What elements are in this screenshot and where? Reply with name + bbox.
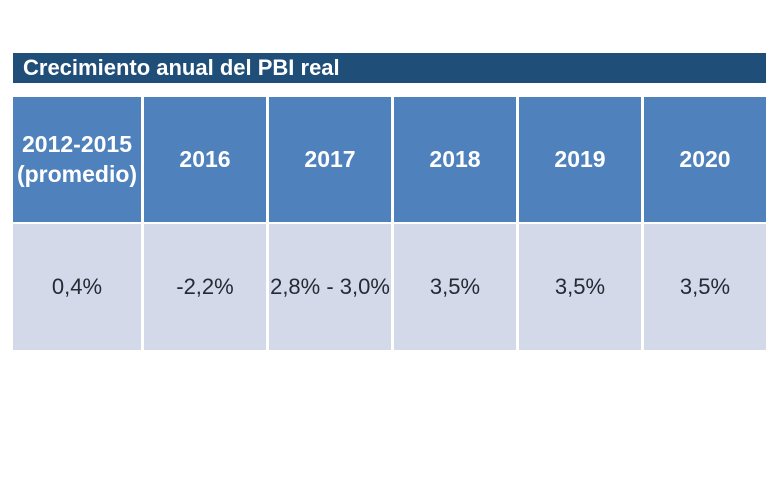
header-cell-2020: 2020 <box>644 97 766 222</box>
value-cell-2019: 3,5% <box>519 224 641 350</box>
header-cell-2019: 2019 <box>519 97 641 222</box>
header-cell-2012-2015-promedio: 2012-2015 (promedio) <box>13 97 141 222</box>
table-title: Crecimiento anual del PBI real <box>23 55 340 80</box>
value-cell-2017: 2,8% - 3,0% <box>269 224 391 350</box>
header-cell-2017: 2017 <box>269 97 391 222</box>
table-title-bar: Crecimiento anual del PBI real <box>13 53 766 83</box>
value-cell-2016: -2,2% <box>144 224 266 350</box>
header-cell-2018: 2018 <box>394 97 516 222</box>
value-cell-2018: 3,5% <box>394 224 516 350</box>
value-cell-2020: 3,5% <box>644 224 766 350</box>
header-cell-2016: 2016 <box>144 97 266 222</box>
value-cell-2012-2015-promedio: 0,4% <box>13 224 141 350</box>
gdp-growth-table: 2012-2015 (promedio) 2016 2017 2018 2019… <box>13 97 766 350</box>
